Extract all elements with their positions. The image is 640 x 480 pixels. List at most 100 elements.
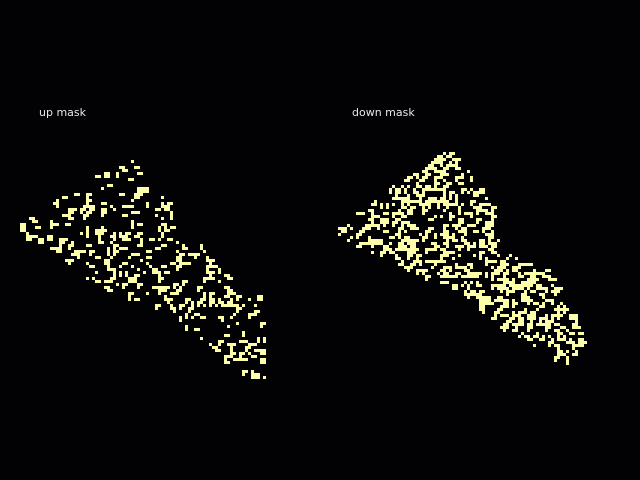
down-mask-pixel [434,236,437,239]
down-mask-pixel [401,260,404,263]
up-mask-pixel [50,235,53,238]
down-mask-pixel [494,299,497,302]
down-mask-pixel [377,215,380,218]
down-mask-pixel [542,305,545,308]
down-mask-pixel [512,329,515,332]
down-mask-pixel [440,200,443,203]
down-mask-pixel [470,203,473,206]
down-mask-pixel [527,302,530,305]
down-mask-pixel [419,233,422,236]
down-mask-pixel [392,236,395,239]
down-mask-pixel [455,266,458,269]
up-mask-pixel [158,286,161,289]
down-mask-pixel [500,278,503,281]
down-mask-pixel [416,176,419,179]
down-mask-pixel [509,284,512,287]
down-mask-pixel [425,200,428,203]
up-mask-pixel [98,238,101,241]
up-mask-pixel [179,316,182,319]
up-mask-pixel [161,196,164,199]
down-mask-pixel [563,326,566,329]
down-mask-pixel [479,284,482,287]
up-mask-pixel [170,217,173,220]
down-mask-pixel [500,266,503,269]
up-mask-pixel [179,253,182,256]
down-mask-pixel [374,242,377,245]
down-mask-pixel [503,314,506,317]
down-mask-pixel [425,251,428,254]
up-mask-pixel [239,307,242,310]
up-mask-pixel [125,232,128,235]
down-mask-pixel [401,239,404,242]
down-mask-pixel [575,353,578,356]
up-mask-pixel [251,355,254,358]
down-mask-pixel [443,272,446,275]
down-mask-pixel [458,254,461,257]
up-mask-pixel [65,238,68,241]
down-mask-pixel [473,245,476,248]
up-mask-pixel [248,346,251,349]
up-mask-pixel [50,223,53,226]
down-mask-pixel [524,263,527,266]
down-mask-pixel [410,212,413,215]
down-mask-pixel [566,341,569,344]
up-mask-pixel [23,223,26,226]
up-mask-pixel [233,313,236,316]
up-mask-pixel [167,301,170,304]
up-mask-pixel [221,301,224,304]
up-mask-pixel [131,226,134,229]
down-mask-pixel [404,248,407,251]
up-mask-pixel [71,241,74,244]
down-mask-pixel [383,218,386,221]
down-mask-pixel [554,278,557,281]
up-mask-pixel [176,289,179,292]
down-mask-pixel [407,224,410,227]
down-mask-pixel [548,320,551,323]
down-mask-pixel [425,176,428,179]
up-mask-pixel [128,205,131,208]
down-mask-pixel [419,203,422,206]
down-mask-pixel [485,197,488,200]
up-mask-pixel [182,262,185,265]
down-mask-pixel [545,329,548,332]
down-mask-pixel [581,344,584,347]
up-mask-pixel [53,247,56,250]
up-mask-pixel [224,274,227,277]
down-mask-pixel [443,188,446,191]
up-mask-pixel [230,289,233,292]
down-mask-pixel [488,242,491,245]
down-mask-pixel [569,332,572,335]
up-mask-pixel [137,286,140,289]
down-mask-pixel [497,266,500,269]
down-mask-pixel [548,323,551,326]
down-mask-pixel [524,281,527,284]
down-mask-pixel [533,344,536,347]
up-mask-pixel [119,235,122,238]
up-mask-pixel [71,208,74,211]
up-mask-pixel [89,265,92,268]
down-mask-pixel [428,167,431,170]
up-mask-pixel [50,220,53,223]
down-mask-pixel [386,203,389,206]
down-mask-pixel [443,224,446,227]
down-mask-pixel [425,275,428,278]
up-mask-pixel [140,244,143,247]
down-mask-pixel [347,224,350,227]
down-mask-pixel [440,281,443,284]
down-mask-pixel [455,203,458,206]
down-mask-pixel [497,296,500,299]
down-mask-pixel [455,197,458,200]
down-mask-pixel [440,170,443,173]
down-mask-pixel [500,287,503,290]
down-mask-pixel [452,215,455,218]
up-mask-pixel [212,259,215,262]
down-mask-pixel [401,203,404,206]
up-mask-pixel [260,352,263,355]
up-mask-pixel [182,247,185,250]
down-mask-pixel [464,290,467,293]
up-mask-pixel [257,298,260,301]
down-mask-pixel [539,293,542,296]
up-mask-pixel [71,211,74,214]
up-mask-pixel [83,217,86,220]
up-mask-pixel [119,271,122,274]
